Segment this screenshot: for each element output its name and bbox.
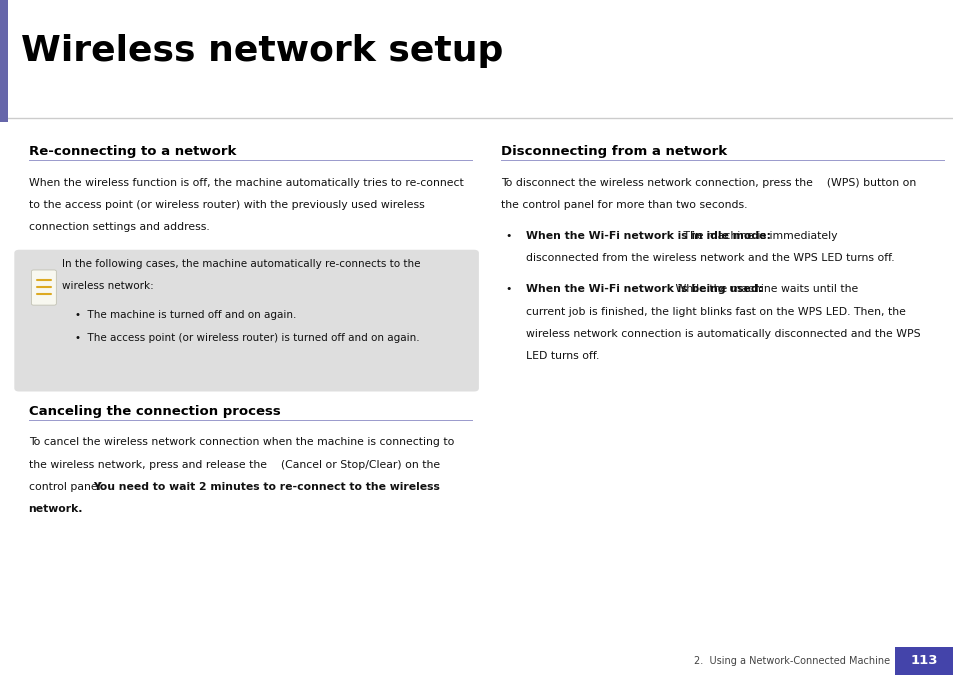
Text: 113: 113 <box>910 654 937 668</box>
Text: Wireless network setup: Wireless network setup <box>21 34 503 68</box>
Bar <box>894 647 953 675</box>
Text: 2.  Using a Network-Connected Machine: 2. Using a Network-Connected Machine <box>693 656 889 666</box>
Text: •: • <box>505 231 511 241</box>
Bar <box>0 0 953 115</box>
Text: LED turns off.: LED turns off. <box>525 351 598 361</box>
Bar <box>0 0 8 122</box>
Text: to the access point (or wireless router) with the previously used wireless: to the access point (or wireless router)… <box>29 200 424 210</box>
Text: wireless network connection is automatically disconnected and the WPS: wireless network connection is automatic… <box>525 329 920 339</box>
Text: When the Wi-Fi network is in idle mode:: When the Wi-Fi network is in idle mode: <box>525 231 770 241</box>
Text: current job is finished, the light blinks fast on the WPS LED. Then, the: current job is finished, the light blink… <box>525 306 904 317</box>
Text: network.: network. <box>29 504 83 514</box>
Text: control panel.: control panel. <box>29 482 107 492</box>
Text: When the Wi-Fi network is being used:: When the Wi-Fi network is being used: <box>525 284 762 294</box>
Text: wireless network:: wireless network: <box>62 281 153 292</box>
Text: •  The access point (or wireless router) is turned off and on again.: • The access point (or wireless router) … <box>62 333 419 343</box>
Text: While the machine waits until the: While the machine waits until the <box>672 284 858 294</box>
Text: Disconnecting from a network: Disconnecting from a network <box>500 145 726 158</box>
Text: To disconnect the wireless network connection, press the    (WPS) button on: To disconnect the wireless network conne… <box>500 178 915 188</box>
Text: Re-connecting to a network: Re-connecting to a network <box>29 145 235 158</box>
Text: disconnected from the wireless network and the WPS LED turns off.: disconnected from the wireless network a… <box>525 253 893 263</box>
Text: To cancel the wireless network connection when the machine is connecting to: To cancel the wireless network connectio… <box>29 437 454 448</box>
Text: You need to wait 2 minutes to re-connect to the wireless: You need to wait 2 minutes to re-connect… <box>93 482 440 492</box>
Text: When the wireless function is off, the machine automatically tries to re-connect: When the wireless function is off, the m… <box>29 178 463 188</box>
Text: •  The machine is turned off and on again.: • The machine is turned off and on again… <box>62 310 296 321</box>
FancyBboxPatch shape <box>31 270 56 305</box>
Text: The machine is immediately: The machine is immediately <box>679 231 837 241</box>
FancyBboxPatch shape <box>14 250 478 392</box>
Text: Canceling the connection process: Canceling the connection process <box>29 405 280 418</box>
Text: •: • <box>505 284 511 294</box>
Text: the wireless network, press and release the    (Cancel or Stop/Clear) on the: the wireless network, press and release … <box>29 460 439 470</box>
Text: the control panel for more than two seconds.: the control panel for more than two seco… <box>500 200 746 210</box>
Text: connection settings and address.: connection settings and address. <box>29 222 209 232</box>
Text: In the following cases, the machine automatically re-connects to the: In the following cases, the machine auto… <box>62 259 420 269</box>
